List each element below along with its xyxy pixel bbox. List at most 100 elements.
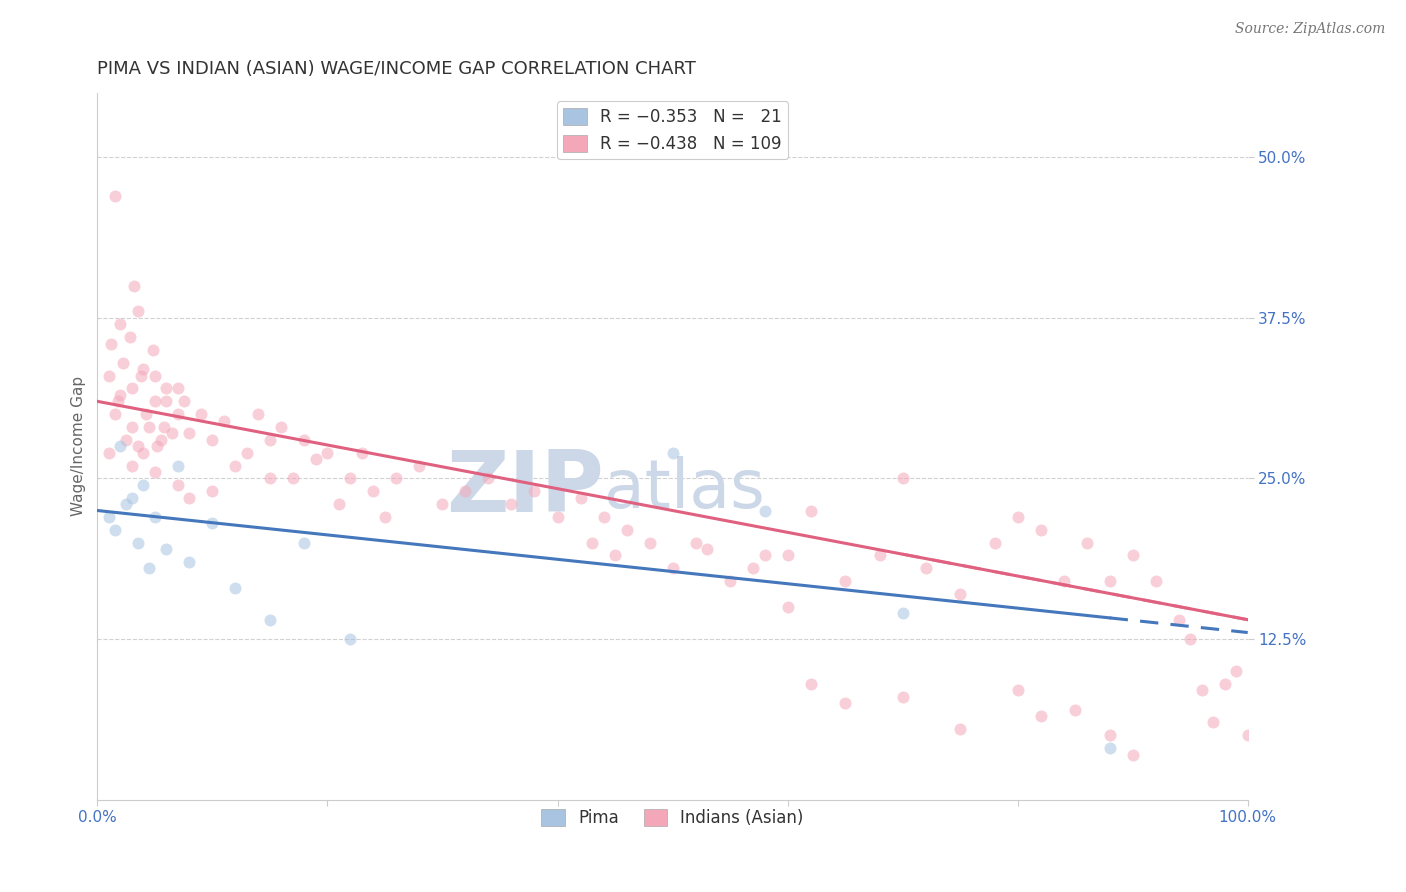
Point bbox=[107, 394, 129, 409]
Point bbox=[1007, 683, 1029, 698]
Point bbox=[408, 458, 430, 473]
Point bbox=[259, 433, 281, 447]
Text: ZIP: ZIP bbox=[446, 447, 603, 530]
Point bbox=[155, 382, 177, 396]
Point bbox=[97, 510, 120, 524]
Point bbox=[201, 484, 224, 499]
Y-axis label: Wage/Income Gap: Wage/Income Gap bbox=[72, 376, 86, 516]
Point bbox=[616, 523, 638, 537]
Point bbox=[1007, 510, 1029, 524]
Point bbox=[118, 330, 141, 344]
Point bbox=[132, 446, 155, 460]
Point bbox=[718, 574, 741, 589]
Point bbox=[143, 510, 166, 524]
Point bbox=[661, 561, 683, 575]
Point bbox=[363, 484, 385, 499]
Point bbox=[374, 510, 396, 524]
Point bbox=[104, 523, 127, 537]
Point bbox=[179, 491, 201, 505]
Point bbox=[110, 439, 132, 453]
Point bbox=[127, 439, 149, 453]
Point bbox=[742, 561, 765, 575]
Point bbox=[754, 549, 776, 563]
Point bbox=[115, 497, 138, 511]
Point bbox=[224, 581, 246, 595]
Point bbox=[1029, 523, 1052, 537]
Point bbox=[138, 561, 160, 575]
Point bbox=[142, 343, 165, 357]
Point bbox=[132, 478, 155, 492]
Point bbox=[127, 535, 149, 549]
Point bbox=[110, 388, 132, 402]
Point bbox=[104, 189, 127, 203]
Point bbox=[432, 497, 454, 511]
Point bbox=[1144, 574, 1167, 589]
Point bbox=[1029, 709, 1052, 723]
Point bbox=[121, 420, 143, 434]
Point bbox=[305, 452, 328, 467]
Point bbox=[110, 318, 132, 332]
Point bbox=[891, 471, 914, 485]
Point bbox=[454, 484, 477, 499]
Point bbox=[167, 407, 190, 421]
Point bbox=[143, 368, 166, 383]
Point bbox=[685, 535, 707, 549]
Point bbox=[121, 491, 143, 505]
Point bbox=[501, 497, 523, 511]
Point bbox=[869, 549, 891, 563]
Point bbox=[127, 304, 149, 318]
Point bbox=[696, 542, 718, 557]
Point bbox=[201, 516, 224, 531]
Point bbox=[1236, 728, 1258, 742]
Point bbox=[270, 420, 292, 434]
Point bbox=[135, 407, 157, 421]
Point bbox=[129, 368, 152, 383]
Point bbox=[160, 426, 183, 441]
Point bbox=[592, 510, 614, 524]
Point bbox=[316, 446, 339, 460]
Point bbox=[949, 722, 972, 736]
Text: PIMA VS INDIAN (ASIAN) WAGE/INCOME GAP CORRELATION CHART: PIMA VS INDIAN (ASIAN) WAGE/INCOME GAP C… bbox=[97, 60, 696, 78]
Legend: Pima, Indians (Asian): Pima, Indians (Asian) bbox=[534, 802, 810, 834]
Point bbox=[100, 336, 122, 351]
Point bbox=[179, 555, 201, 569]
Point bbox=[638, 535, 661, 549]
Point bbox=[776, 549, 799, 563]
Point bbox=[1098, 728, 1121, 742]
Point bbox=[477, 471, 499, 485]
Point bbox=[259, 613, 281, 627]
Point bbox=[1064, 703, 1087, 717]
Point bbox=[1053, 574, 1076, 589]
Point bbox=[983, 535, 1005, 549]
Point bbox=[1122, 747, 1144, 762]
Point bbox=[104, 407, 127, 421]
Point bbox=[115, 433, 138, 447]
Point bbox=[138, 420, 160, 434]
Point bbox=[661, 446, 683, 460]
Point bbox=[1122, 549, 1144, 563]
Point bbox=[122, 278, 145, 293]
Point bbox=[294, 433, 316, 447]
Point bbox=[143, 394, 166, 409]
Point bbox=[294, 535, 316, 549]
Point bbox=[97, 446, 120, 460]
Point bbox=[146, 439, 169, 453]
Point bbox=[1076, 535, 1098, 549]
Point bbox=[523, 484, 546, 499]
Point bbox=[350, 446, 373, 460]
Point bbox=[201, 433, 224, 447]
Text: atlas: atlas bbox=[603, 456, 765, 522]
Point bbox=[1191, 683, 1213, 698]
Point bbox=[1180, 632, 1202, 646]
Point bbox=[1213, 677, 1236, 691]
Point bbox=[149, 433, 172, 447]
Point bbox=[800, 503, 823, 517]
Point bbox=[121, 382, 143, 396]
Point bbox=[603, 549, 626, 563]
Point bbox=[339, 632, 361, 646]
Point bbox=[834, 696, 856, 710]
Point bbox=[776, 599, 799, 614]
Point bbox=[949, 587, 972, 601]
Point bbox=[121, 458, 143, 473]
Point bbox=[834, 574, 856, 589]
